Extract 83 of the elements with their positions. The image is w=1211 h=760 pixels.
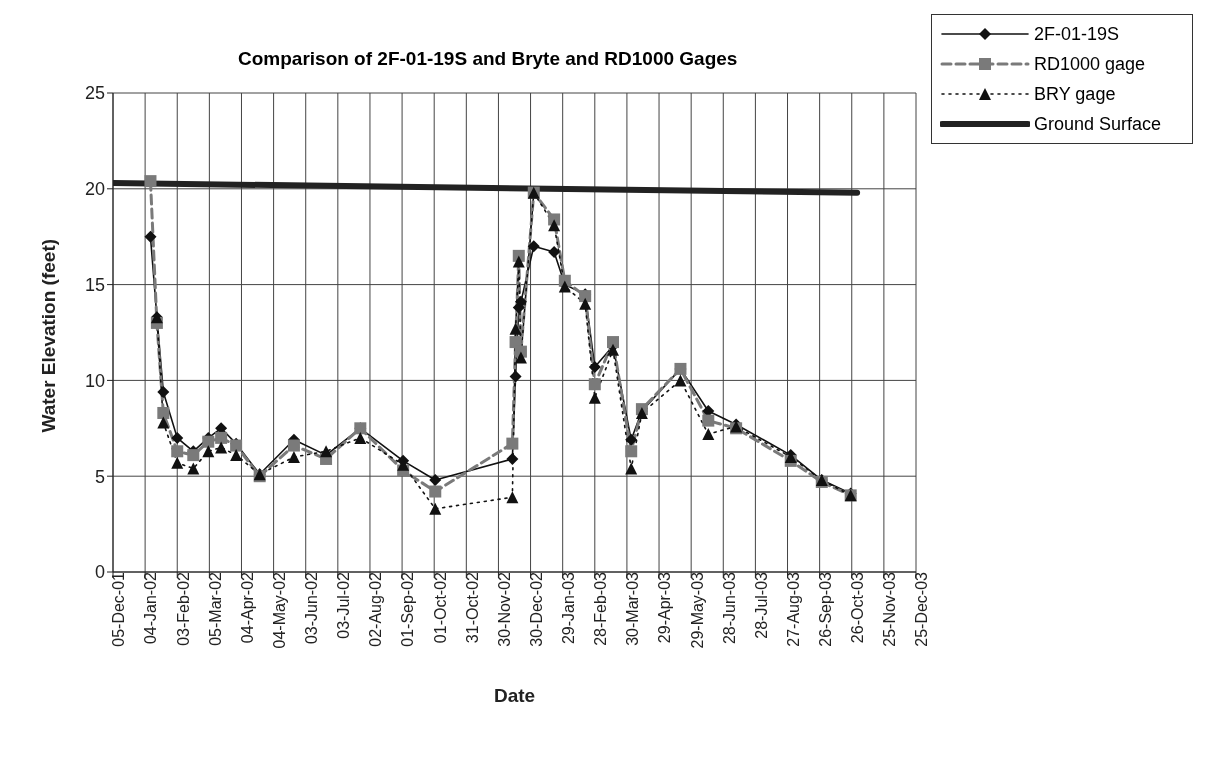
point — [202, 445, 215, 458]
point — [625, 445, 638, 458]
point — [144, 230, 157, 243]
y-tick-label: 25 — [84, 83, 105, 104]
x-tick-label: 04-Jan-02 — [142, 571, 160, 645]
point — [506, 452, 519, 465]
point — [157, 406, 170, 419]
x-tick-label: 01-Oct-02 — [431, 571, 449, 644]
point — [287, 439, 300, 452]
y-tick-label: 5 — [94, 466, 105, 487]
x-tick-label: 30-Mar-03 — [624, 571, 642, 646]
x-tick-label: 28-Jul-03 — [752, 571, 770, 639]
point — [157, 385, 170, 398]
point — [674, 374, 687, 387]
point — [509, 336, 522, 349]
point — [171, 445, 184, 458]
point — [509, 322, 522, 335]
point — [625, 462, 638, 475]
point — [588, 378, 601, 391]
legend-label: BRY gage — [1034, 83, 1116, 105]
x-tick-label: 05-Mar-02 — [206, 571, 224, 646]
point — [429, 485, 442, 498]
point — [320, 445, 333, 458]
point — [429, 474, 442, 487]
x-tick-label: 04-May-02 — [270, 571, 288, 649]
x-tick-label: 26-Oct-03 — [849, 571, 867, 644]
point — [588, 360, 601, 373]
x-tick-label: 30-Dec-02 — [527, 571, 545, 647]
point — [579, 297, 592, 310]
y-tick-label: 20 — [84, 179, 105, 200]
point — [514, 351, 527, 364]
point — [354, 431, 367, 444]
point — [429, 502, 442, 515]
point — [215, 431, 228, 444]
chart-title: Comparison of 2F-01-19S and Bryte and RD1000 Gages — [238, 48, 738, 70]
point — [548, 219, 561, 232]
x-tick-label: 30-Nov-02 — [495, 571, 513, 647]
y-axis-title: Water Elevation (feet) — [37, 238, 59, 433]
legend-label: 2F-01-19S — [1034, 23, 1120, 45]
point — [187, 462, 200, 475]
point — [171, 456, 184, 469]
point — [527, 240, 540, 253]
point — [702, 428, 715, 441]
x-tick-label: 01-Sep-02 — [399, 571, 417, 647]
point — [512, 255, 525, 268]
point — [607, 343, 619, 356]
x-tick-label: 02-Aug-02 — [367, 571, 385, 647]
x-tick-label: 31-Oct-02 — [463, 571, 481, 644]
point — [157, 416, 170, 429]
x-tick-label: 25-Dec-03 — [913, 571, 931, 647]
point — [187, 449, 200, 462]
point — [230, 449, 243, 462]
point — [548, 246, 561, 259]
point — [625, 433, 638, 446]
x-tick-label: 29-Apr-03 — [656, 571, 674, 644]
point — [702, 414, 715, 427]
point — [287, 451, 300, 464]
x-axis-title: Date — [493, 685, 536, 706]
legend-label: RD1000 gage — [1034, 53, 1146, 75]
point — [506, 437, 519, 450]
x-tick-label: 29-Jan-03 — [560, 571, 578, 645]
y-tick-label: 0 — [94, 562, 105, 583]
x-tick-label: 05-Dec-01 — [110, 571, 128, 647]
point — [506, 491, 519, 504]
x-tick-label: 03-Jul-02 — [335, 571, 353, 639]
point — [171, 431, 184, 444]
x-tick-label: 25-Nov-03 — [881, 571, 899, 647]
x-tick-label: 28-Feb-03 — [592, 571, 610, 646]
y-tick-label: 10 — [84, 370, 105, 391]
x-tick-label: 26-Sep-03 — [817, 571, 834, 647]
point — [144, 175, 157, 188]
x-tick-label: 27-Aug-03 — [784, 571, 802, 647]
y-tick-label: 15 — [84, 274, 105, 295]
point — [509, 370, 522, 383]
point — [588, 391, 601, 404]
point — [215, 441, 228, 454]
point — [202, 435, 215, 448]
x-tick-label: 29-May-03 — [688, 571, 706, 649]
x-tick-label: 03-Jun-02 — [303, 571, 321, 645]
legend-label: Ground Surface — [1034, 113, 1162, 135]
x-tick-label: 04-Apr-02 — [238, 571, 256, 644]
x-tick-label: 03-Feb-02 — [174, 571, 192, 646]
x-tick-label: 28-Jun-03 — [720, 571, 738, 645]
